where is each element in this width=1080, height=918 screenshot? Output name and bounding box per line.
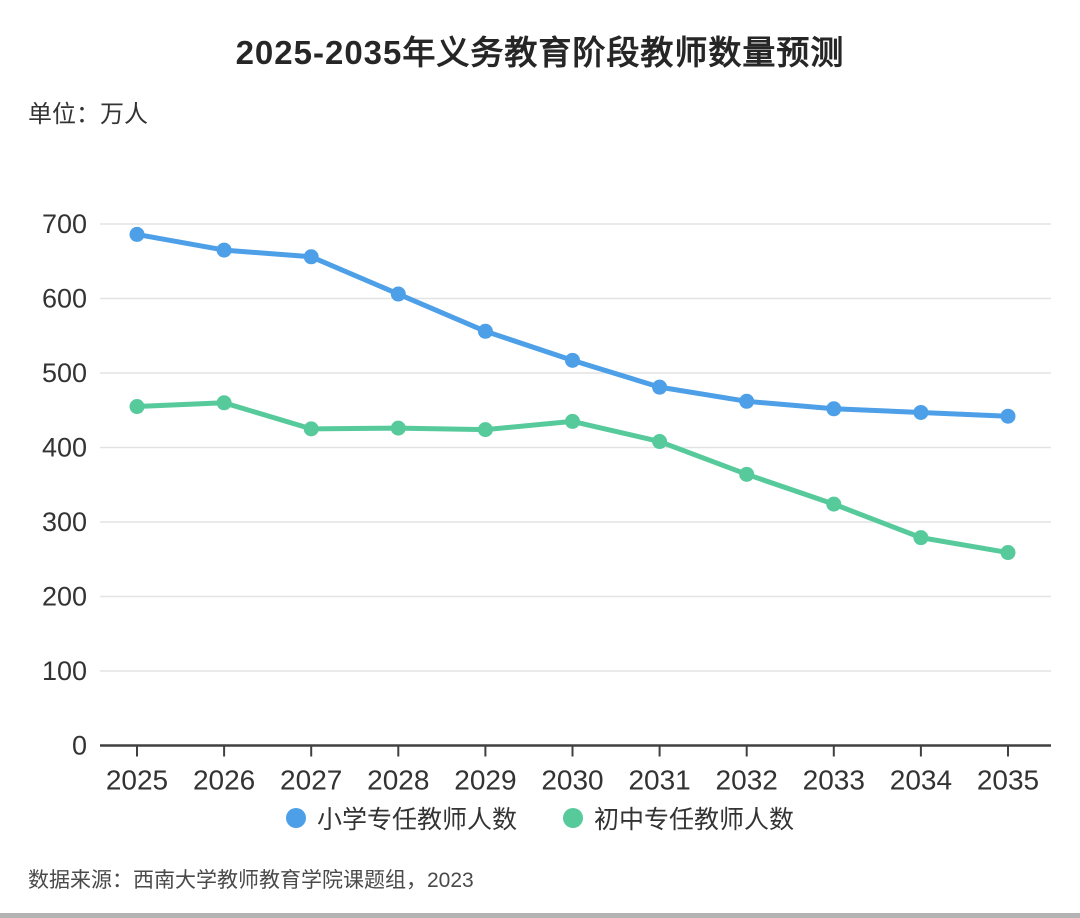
unit-label: 单位：万人 — [28, 101, 148, 128]
x-axis-tick-label: 2034 — [890, 765, 952, 796]
legend-swatch-icon — [285, 808, 306, 828]
chart-legend: 小学专任教师人数 初中专任教师人数 — [0, 800, 1080, 836]
y-axis-tick-label: 500 — [42, 358, 87, 388]
y-axis-tick-label: 300 — [42, 507, 87, 537]
x-axis-tick-label: 2026 — [193, 765, 255, 796]
data-point-1-2028 — [390, 420, 406, 436]
series-line-0 — [134, 231, 1011, 419]
data-point-1-2025 — [129, 399, 145, 415]
data-point-0-2033 — [826, 401, 842, 417]
x-axis-tick-label: 2033 — [803, 765, 865, 796]
data-point-0-2028 — [390, 286, 406, 302]
legend-item-0: 小学专任教师人数 — [285, 800, 517, 836]
data-point-0-2029 — [477, 323, 493, 339]
data-point-1-2035 — [1000, 545, 1016, 561]
x-axis-tick-label: 2029 — [454, 765, 516, 796]
data-point-0-2032 — [739, 393, 755, 409]
legend-label: 小学专任教师人数 — [316, 806, 517, 834]
data-point-0-2035 — [1000, 408, 1016, 424]
x-axis-tick-label: 2025 — [106, 765, 168, 796]
y-axis-tick-label: 700 — [42, 209, 87, 239]
y-axis-tick-label: 100 — [42, 656, 87, 686]
data-point-1-2033 — [826, 496, 842, 512]
data-point-0-2030 — [565, 352, 580, 368]
data-point-0-2026 — [216, 242, 232, 258]
data-point-1-2027 — [303, 421, 319, 437]
data-point-1-2026 — [216, 395, 232, 411]
bottom-divider-bar — [0, 913, 1080, 918]
y-axis-tick-label: 600 — [42, 284, 87, 314]
x-axis-tick-label: 2028 — [367, 765, 429, 796]
y-axis-tick-label: 200 — [42, 582, 87, 612]
line-chart: 0 100 200 300 400 500 600 700 2025 2026 2027 2028 20… — [42, 209, 1051, 796]
x-axis-tick-label: 2030 — [541, 765, 603, 796]
legend-label: 初中专任教师人数 — [594, 806, 795, 834]
legend-swatch-icon — [563, 808, 583, 828]
x-axis-tick-label: 2031 — [628, 765, 690, 796]
data-point-0-2034 — [913, 404, 929, 420]
legend-item-1: 初中专任教师人数 — [563, 800, 794, 836]
data-point-0-2027 — [303, 249, 319, 265]
data-point-1-2029 — [477, 422, 493, 438]
data-point-0-2031 — [652, 379, 668, 395]
data-source-note: 数据来源：西南大学教师教育学院课题组，2023 — [28, 869, 474, 892]
page-title: 2025-2035年义务教育阶段教师数量预测 — [235, 34, 845, 71]
data-point-1-2032 — [739, 466, 755, 482]
y-axis-tick-label: 0 — [72, 731, 87, 761]
data-point-1-2030 — [565, 413, 580, 429]
data-point-1-2031 — [652, 434, 668, 450]
data-point-0-2025 — [129, 226, 145, 242]
x-axis-tick-label: 2035 — [977, 765, 1039, 796]
y-axis-tick-label: 400 — [42, 433, 87, 463]
x-axis-tick-label: 2032 — [716, 765, 778, 796]
x-axis-tick-label: 2027 — [280, 765, 342, 796]
data-point-1-2034 — [913, 530, 929, 546]
